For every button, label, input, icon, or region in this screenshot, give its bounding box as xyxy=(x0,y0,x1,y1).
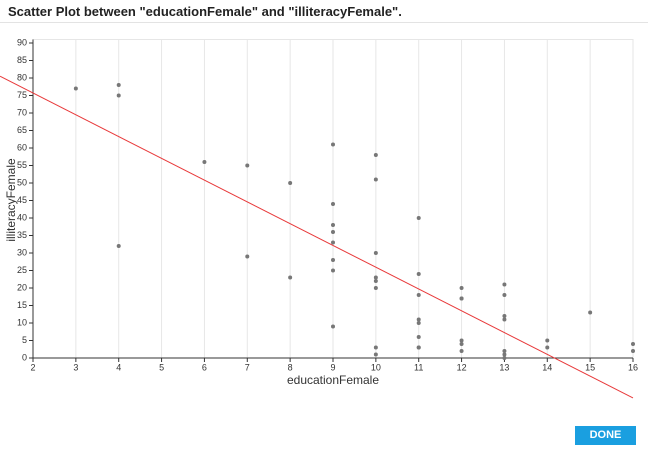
point xyxy=(502,314,507,318)
y-tick-label: 85 xyxy=(17,55,27,65)
y-tick-label: 55 xyxy=(17,160,27,170)
y-tick-label: 40 xyxy=(17,212,27,222)
point xyxy=(73,86,78,91)
point xyxy=(631,342,635,346)
y-tick-label: 80 xyxy=(17,72,27,82)
x-tick-label: 12 xyxy=(457,362,467,372)
point xyxy=(545,338,550,343)
x-tick-label: 9 xyxy=(330,362,335,372)
point xyxy=(416,317,421,322)
y-tick-label: 90 xyxy=(17,37,27,47)
point xyxy=(588,310,593,315)
point xyxy=(288,181,293,185)
point xyxy=(373,177,378,182)
point xyxy=(631,349,635,353)
fit-line xyxy=(0,75,634,399)
point xyxy=(288,275,293,280)
y-tick-label: 0 xyxy=(22,352,27,362)
point xyxy=(331,240,335,245)
x-axis-label: educationFemale xyxy=(287,373,379,387)
point xyxy=(373,279,378,283)
point xyxy=(459,286,464,290)
x-tick-label: 13 xyxy=(499,362,509,372)
dialog-title: Scatter Plot between "educationFemale" a… xyxy=(8,4,402,19)
point xyxy=(373,345,378,350)
point xyxy=(416,345,421,350)
x-tick-label: 14 xyxy=(542,362,552,372)
point xyxy=(502,293,507,297)
point xyxy=(459,338,464,343)
point xyxy=(373,153,378,157)
point xyxy=(545,345,550,350)
point xyxy=(116,83,121,87)
point xyxy=(416,216,421,220)
point xyxy=(331,223,335,227)
point xyxy=(502,352,507,357)
point xyxy=(502,282,507,287)
y-tick-label: 45 xyxy=(17,195,27,205)
point xyxy=(373,251,378,255)
point xyxy=(416,293,421,297)
y-tick-label: 10 xyxy=(17,317,27,327)
point xyxy=(245,254,250,259)
point xyxy=(373,286,378,290)
y-tick-label: 70 xyxy=(17,107,27,117)
point xyxy=(459,342,464,346)
separator xyxy=(0,22,648,23)
done-button[interactable]: DONE xyxy=(575,426,636,445)
x-tick-label: 5 xyxy=(159,362,164,372)
y-axis-label: illiteracyFemale xyxy=(4,158,18,242)
point xyxy=(373,275,378,280)
point xyxy=(373,352,378,357)
x-tick-label: 4 xyxy=(116,362,121,372)
point xyxy=(459,349,464,353)
y-tick-label: 15 xyxy=(17,300,27,310)
point xyxy=(245,163,250,168)
point xyxy=(331,324,335,329)
point xyxy=(202,160,207,164)
y-tick-label: 5 xyxy=(22,335,27,345)
point xyxy=(331,230,335,234)
x-tick-label: 2 xyxy=(30,362,35,372)
point xyxy=(416,272,421,276)
point xyxy=(502,317,507,322)
point xyxy=(416,335,421,339)
x-tick-label: 3 xyxy=(73,362,78,372)
y-tick-label: 60 xyxy=(17,142,27,152)
point xyxy=(331,268,335,273)
y-tick-label: 75 xyxy=(17,90,27,100)
x-tick-label: 6 xyxy=(202,362,207,372)
y-tick-label: 65 xyxy=(17,125,27,135)
y-tick-label: 25 xyxy=(17,265,27,275)
y-tick-label: 30 xyxy=(17,247,27,257)
point xyxy=(459,296,464,301)
x-tick-label: 15 xyxy=(585,362,595,372)
x-tick-label: 8 xyxy=(288,362,293,372)
x-tick-label: 16 xyxy=(628,362,638,372)
point xyxy=(331,202,335,206)
x-tick-label: 10 xyxy=(371,362,381,372)
point xyxy=(502,356,507,360)
point xyxy=(331,142,335,147)
x-tick-label: 11 xyxy=(414,362,423,372)
point xyxy=(416,321,421,325)
y-tick-label: 50 xyxy=(17,177,27,187)
point xyxy=(331,258,335,262)
point xyxy=(502,349,507,353)
x-tick-label: 7 xyxy=(245,362,250,372)
y-tick-label: 20 xyxy=(17,282,27,292)
point xyxy=(116,93,121,98)
y-tick-label: 35 xyxy=(17,230,27,240)
point xyxy=(116,244,121,248)
